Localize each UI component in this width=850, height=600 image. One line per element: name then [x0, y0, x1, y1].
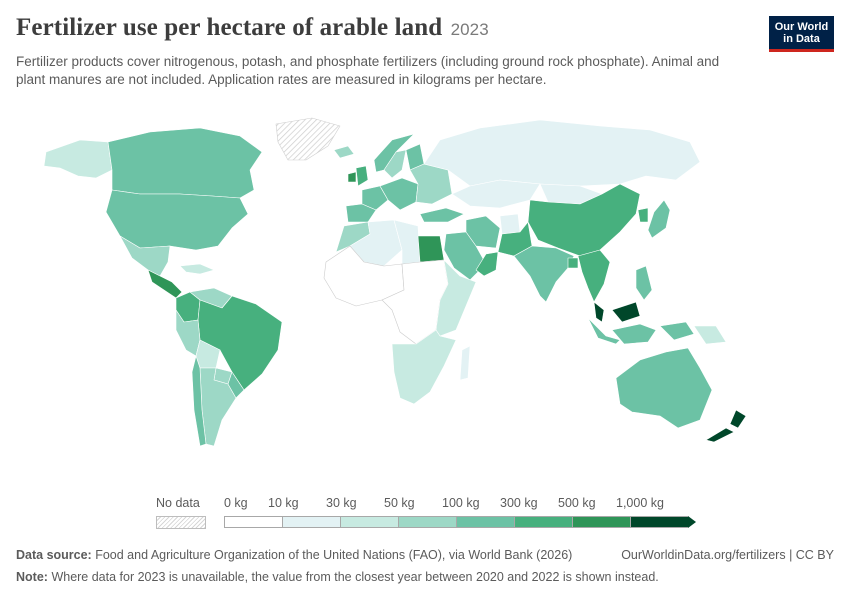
legend-tick-label: 50 kg	[384, 496, 415, 510]
region-central-america[interactable]	[147, 269, 183, 299]
legend-bin-4[interactable]	[456, 516, 514, 528]
region-sweden[interactable]	[383, 149, 407, 179]
region-afghanistan[interactable]	[499, 213, 521, 235]
legend-bin-6[interactable]	[572, 516, 630, 528]
legend-arrow-icon	[688, 516, 696, 528]
legend-bin-2[interactable]	[340, 516, 398, 528]
legend-bin-3[interactable]	[398, 516, 456, 528]
world-map[interactable]	[0, 108, 850, 493]
source-label: Data source: Food and Agriculture Organi…	[16, 548, 573, 562]
region-central-europe[interactable]	[379, 177, 419, 211]
region-france[interactable]	[361, 185, 389, 211]
region-southeast-asia[interactable]	[577, 249, 611, 303]
legend-tick-label: 0 kg	[224, 496, 248, 510]
legend-color-bins	[224, 516, 688, 528]
region-turkey[interactable]	[419, 207, 465, 223]
source-url[interactable]: OurWorldinData.org/fertilizers | CC BY	[621, 548, 834, 562]
region-china[interactable]	[527, 183, 641, 257]
region-canada[interactable]	[107, 127, 263, 199]
region-india[interactable]	[513, 245, 575, 303]
legend-bin-7[interactable]	[630, 516, 688, 528]
region-chile[interactable]	[191, 355, 207, 447]
region-greenland[interactable]	[275, 117, 341, 161]
owid-logo[interactable]: Our World in Data	[769, 16, 834, 52]
legend-tick-label: 100 kg	[442, 496, 480, 510]
region-saudi-arabia[interactable]	[443, 231, 487, 281]
chart-subtitle: Fertilizer products cover nitrogenous, p…	[16, 54, 720, 87]
region-bangladesh[interactable]	[567, 257, 579, 269]
legend-tick-label: 300 kg	[500, 496, 538, 510]
region-iceland[interactable]	[333, 145, 355, 159]
footer: Data source: Food and Agriculture Organi…	[16, 548, 834, 592]
region-philippines[interactable]	[635, 265, 653, 301]
region-ireland[interactable]	[347, 171, 357, 183]
region-mexico[interactable]	[119, 235, 171, 277]
region-madagascar[interactable]	[459, 345, 471, 381]
region-russia[interactable]	[423, 119, 701, 187]
legend: No data 0 kg 10 kg 30 kg 50 kg 100 kg 300 kg 5…	[150, 496, 710, 536]
region-southern-africa[interactable]	[391, 329, 457, 405]
region-south-korea[interactable]	[637, 207, 649, 223]
region-united-kingdom[interactable]	[355, 165, 369, 187]
region-papua-new-guinea[interactable]	[693, 325, 727, 345]
logo-line-2: in Data	[783, 33, 820, 45]
region-malaysia[interactable]	[593, 301, 641, 323]
region-east-africa[interactable]	[435, 259, 477, 337]
region-oman[interactable]	[475, 251, 499, 277]
region-spain[interactable]	[345, 203, 377, 223]
legend-no-data-label: No data	[156, 496, 200, 510]
note-label: Note:	[16, 570, 48, 584]
legend-no-data-swatch[interactable]	[156, 516, 206, 529]
region-alaska[interactable]	[43, 139, 113, 179]
source-text[interactable]: Food and Agriculture Organization of the…	[95, 548, 573, 562]
region-kazakhstan[interactable]	[451, 179, 541, 209]
chart-year: 2023	[450, 20, 489, 39]
legend-bin-5[interactable]	[514, 516, 572, 528]
legend-tick-label: 500 kg	[558, 496, 596, 510]
chart-title: Fertilizer use per hectare of arable lan…	[16, 14, 489, 41]
legend-bin-1[interactable]	[282, 516, 340, 528]
region-egypt[interactable]	[417, 235, 445, 263]
region-indonesia[interactable]	[587, 317, 695, 345]
region-uruguay[interactable]	[227, 371, 245, 399]
legend-tick-label: 1,000 kg	[616, 496, 664, 510]
legend-tick-label: 10 kg	[268, 496, 299, 510]
logo-line-1: Our World	[774, 21, 829, 33]
region-japan[interactable]	[647, 199, 671, 239]
note-text: Where data for 2023 is unavailable, the …	[51, 570, 659, 584]
legend-tick-label: 30 kg	[326, 496, 357, 510]
region-australia[interactable]	[615, 347, 713, 429]
legend-bin-0[interactable]	[224, 516, 282, 528]
region-caribbean[interactable]	[179, 263, 215, 275]
region-new-zealand[interactable]	[705, 409, 747, 443]
